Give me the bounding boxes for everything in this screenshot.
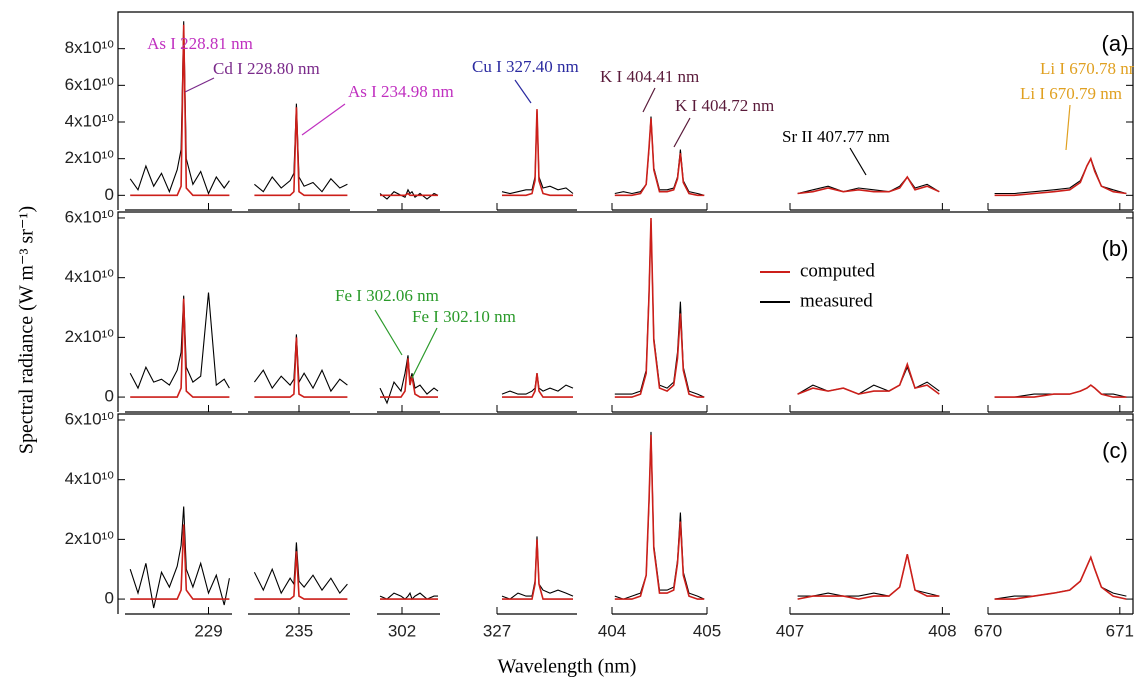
spectrum-line <box>130 298 230 398</box>
spectrum-line <box>129 506 230 609</box>
spectrum-line <box>614 434 705 600</box>
spectrum-line <box>994 555 1127 600</box>
x-tick-label: 327 <box>483 621 511 640</box>
spectrum-line <box>614 217 705 398</box>
spectrum-line <box>614 118 705 197</box>
x-axis-label: Wavelength (nm) <box>498 656 637 678</box>
x-tick-label: 671 <box>1106 621 1134 640</box>
annotation: As I 234.98 nm <box>348 82 454 101</box>
spectrum-line <box>254 337 348 398</box>
spectrum-line <box>502 109 573 197</box>
spectrum-line <box>994 156 1127 197</box>
spectrum-line <box>797 361 940 395</box>
spectrum-line <box>380 358 438 398</box>
spectrum-line <box>797 176 940 195</box>
annotation-leader <box>374 309 403 356</box>
annotation-leader <box>411 327 438 379</box>
annotation: Fe I 302.10 nm <box>412 307 516 326</box>
annotation-leader <box>642 87 656 113</box>
annotation-leader <box>1065 104 1071 151</box>
y-tick-label: 8x10¹⁰ <box>65 38 115 57</box>
annotation: Cd I 228.80 nm <box>213 59 320 78</box>
annotation: As I 228.81 nm <box>147 34 253 53</box>
spectrum-line <box>614 431 705 600</box>
spectrum-line <box>502 539 573 600</box>
spectrum-line <box>994 555 1127 600</box>
y-tick-label: 4x10¹⁰ <box>65 469 115 488</box>
spectrum-line <box>379 188 439 200</box>
y-tick-label: 4x10¹⁰ <box>65 267 115 286</box>
y-tick-label: 2x10¹⁰ <box>65 327 115 346</box>
spectrum-line <box>254 103 348 193</box>
x-tick-label: 408 <box>928 621 956 640</box>
spectrum-line <box>797 554 940 597</box>
spectrum-line <box>994 384 1127 398</box>
annotation-leader <box>849 147 867 176</box>
panel-label: (c) <box>1102 438 1128 463</box>
x-tick-label: 229 <box>194 621 222 640</box>
annotation: Sr II 407.77 nm <box>782 127 890 146</box>
spectrum-line <box>380 192 438 197</box>
x-tick-label: 404 <box>598 621 626 640</box>
annotation: Li I 670.79 nm <box>1020 84 1122 103</box>
y-tick-label: 6x10¹⁰ <box>65 207 115 226</box>
y-tick-label: 0 <box>105 387 114 406</box>
annotation: K I 404.41 nm <box>600 67 699 86</box>
x-tick-label: 405 <box>693 621 721 640</box>
y-tick-label: 2x10¹⁰ <box>65 148 115 167</box>
y-axis-label: Spectral radiance (W m⁻³ sr⁻¹) <box>16 206 38 454</box>
spectrum-line <box>614 220 705 398</box>
panel-frame <box>117 211 1134 412</box>
y-tick-label: 2x10¹⁰ <box>65 529 115 548</box>
annotation-leader <box>514 79 532 104</box>
panel-frame <box>117 11 1134 210</box>
spectrum-line <box>254 107 348 197</box>
legend-label: measured <box>800 290 873 311</box>
y-tick-label: 6x10¹⁰ <box>65 409 115 428</box>
spectrum-line <box>797 175 940 195</box>
x-tick-label: 235 <box>285 621 313 640</box>
y-tick-label: 6x10¹⁰ <box>65 75 115 94</box>
panel-label: (b) <box>1102 236 1129 261</box>
y-tick-label: 0 <box>105 589 114 608</box>
annotation: K I 404.72 nm <box>675 96 774 115</box>
spectrum-line <box>502 373 573 398</box>
x-tick-label: 407 <box>776 621 804 640</box>
annotation: Li I 670.78 nm <box>1040 59 1134 78</box>
y-tick-label: 4x10¹⁰ <box>65 111 115 130</box>
spectrum-line <box>253 334 348 393</box>
annotation: Cu I 327.40 nm <box>472 57 579 76</box>
y-tick-label: 0 <box>105 185 114 204</box>
panel-label: (a) <box>1102 31 1129 56</box>
spectrum-line <box>130 524 230 600</box>
x-tick-label: 302 <box>388 621 416 640</box>
legend-label: computed <box>800 260 875 281</box>
panel-frame <box>117 413 1134 614</box>
spectrum-line <box>130 24 230 197</box>
x-tick-label: 670 <box>974 621 1002 640</box>
spectrum-line <box>129 292 230 390</box>
spectrum-line <box>253 542 348 595</box>
annotation: Fe I 302.06 nm <box>335 286 439 305</box>
spectrum-line <box>254 551 348 600</box>
annotation-leader <box>673 117 691 148</box>
annotation-leader <box>184 77 215 93</box>
annotation-leader <box>301 103 346 136</box>
spectrum-line <box>797 554 940 600</box>
spectrum-line <box>501 536 574 600</box>
spectrum-line <box>614 116 705 196</box>
spectrum-line <box>379 591 438 601</box>
